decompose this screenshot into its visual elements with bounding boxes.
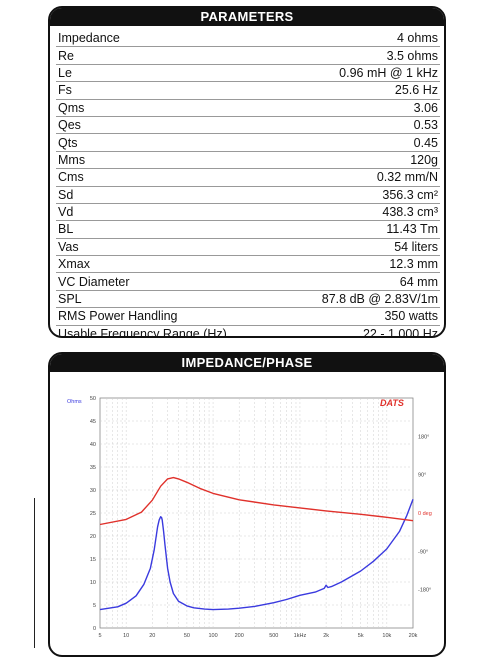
y-tick-label: 15: [90, 557, 96, 563]
x-tick-label: 1kHz: [294, 633, 307, 639]
parameter-value: 0.32 mm/N: [282, 168, 440, 187]
parameter-row: Cms 0.32 mm/N: [56, 168, 440, 187]
brand-logo: DATS: [380, 398, 404, 408]
y2-tick-label: 180°: [418, 434, 429, 440]
y2-tick-label: -90°: [418, 549, 428, 555]
parameter-label: Fs: [56, 81, 283, 100]
parameter-row: Xmax 12.3 mm: [56, 255, 440, 274]
parameter-label: Qms: [56, 99, 283, 117]
parameter-label: Xmax: [56, 255, 283, 274]
parameter-value: 0.45: [282, 133, 440, 152]
margin-line: [34, 498, 35, 648]
parameter-value: 3.06: [282, 99, 440, 117]
x-tick-label: 10k: [382, 633, 391, 639]
parameter-row: Le 0.96 mH @ 1 kHz: [56, 64, 440, 83]
x-tick-label: 5: [98, 633, 101, 639]
parameter-row: Mms 120g: [56, 151, 440, 170]
impedance-line: [99, 498, 414, 611]
parameter-row: Vd 438.3 cm³: [56, 203, 440, 222]
x-tick-label: 50: [184, 633, 190, 639]
parameter-value: 25.6 Hz: [282, 81, 440, 100]
y2-tick-label: 90°: [418, 473, 426, 479]
parameter-label: Impedance: [56, 30, 283, 48]
parameter-row: SPL 87.8 dB @ 2.83V/1m: [56, 290, 440, 309]
x-tick-label: 20k: [409, 633, 418, 639]
parameter-value: 0.53: [282, 116, 440, 135]
parameter-row: Qes 0.53: [56, 116, 440, 135]
parameter-value: 54 liters: [282, 238, 440, 257]
impedance-phase-title: IMPEDANCE/PHASE: [50, 354, 444, 372]
parameter-label: Qts: [56, 133, 283, 152]
parameter-label: Cms: [56, 168, 283, 187]
parameter-value: 350 watts: [282, 307, 440, 326]
parameter-value: 12.3 mm: [282, 255, 440, 274]
y-tick-label: 10: [90, 580, 96, 586]
parameter-value: 22 - 1,000 Hz: [362, 326, 438, 338]
parameter-label: Le: [56, 64, 283, 83]
parameters-title: PARAMETERS: [50, 8, 444, 26]
parameter-row: BL 11.43 Tm: [56, 220, 440, 239]
y-tick-label: 45: [90, 419, 96, 425]
x-tick-label: 200: [235, 633, 244, 639]
parameter-value: 11.43 Tm: [282, 220, 440, 239]
x-tick-label: 100: [208, 633, 217, 639]
parameter-value: 120g: [282, 151, 440, 170]
parameter-value: 0.96 mH @ 1 kHz: [282, 64, 440, 83]
y-tick-label: 35: [90, 465, 96, 471]
parameter-row: Fs 25.6 Hz: [56, 81, 440, 100]
parameter-label: Vd: [56, 203, 283, 222]
parameter-row: RMS Power Handling 350 watts: [56, 307, 440, 326]
parameter-label: RMS Power Handling: [56, 307, 283, 326]
parameter-label: SPL: [56, 290, 283, 309]
parameter-row: Qts 0.45: [56, 133, 440, 152]
y2-tick-label: 0 deg: [418, 511, 432, 517]
x-tick-label: 20: [149, 633, 155, 639]
parameter-label: Sd: [56, 186, 283, 204]
parameter-value: 356.3 cm²: [282, 186, 440, 204]
parameters-panel: PARAMETERS Impedance 4 ohms Re 3.5 ohms Le 0.…: [48, 6, 446, 338]
parameter-row: VC Diameter 64 mm: [56, 272, 440, 291]
y-tick-label: 5: [93, 603, 96, 609]
y-tick-label: 40: [90, 442, 96, 448]
parameter-label: BL: [56, 220, 283, 239]
parameter-label: Re: [56, 46, 283, 65]
phase-line: [99, 476, 414, 526]
parameter-row: Qms 3.06: [56, 99, 440, 117]
parameter-value: 438.3 cm³: [282, 203, 440, 222]
impedance-phase-panel: IMPEDANCE/PHASE 0 5 10 15 20 25 30 35 40 45 50 5 10 2…: [48, 352, 446, 657]
parameter-value: 4 ohms: [282, 30, 440, 48]
x-tick-label: 5k: [358, 633, 364, 639]
parameter-value: 64 mm: [282, 272, 440, 291]
parameters-table: Impedance 4 ohms Re 3.5 ohms Le 0.96 mH @ 1 k…: [56, 30, 440, 338]
y-tick-label: 0: [93, 626, 96, 632]
parameter-label: VC Diameter: [56, 272, 283, 291]
parameter-row: Impedance 4 ohms: [56, 30, 440, 48]
parameter-row: Re 3.5 ohms: [56, 46, 440, 65]
parameter-label: Mms: [56, 151, 283, 170]
parameter-value: 3.5 ohms: [282, 46, 440, 65]
parameter-label: Qes: [56, 116, 283, 135]
y2-tick-label: -180°: [418, 588, 431, 594]
y-tick-label: 25: [90, 511, 96, 517]
y-tick-label: 20: [90, 534, 96, 540]
y-unit-label: Ohms: [67, 399, 82, 405]
parameter-label: Usable Frequency Range (Hz): [58, 326, 227, 338]
y-tick-label: 30: [90, 488, 96, 494]
x-tick-label: 500: [269, 633, 278, 639]
parameter-row: Sd 356.3 cm²: [56, 186, 440, 204]
x-tick-label: 10: [123, 633, 129, 639]
parameter-label: Vas: [56, 238, 283, 257]
parameter-row: Usable Frequency Range (Hz) 22 - 1,000 Hz: [56, 325, 440, 338]
parameter-value: 87.8 dB @ 2.83V/1m: [282, 290, 440, 309]
x-tick-label: 2k: [323, 633, 329, 639]
parameter-row: Vas 54 liters: [56, 238, 440, 257]
y-tick-label: 50: [90, 396, 96, 402]
